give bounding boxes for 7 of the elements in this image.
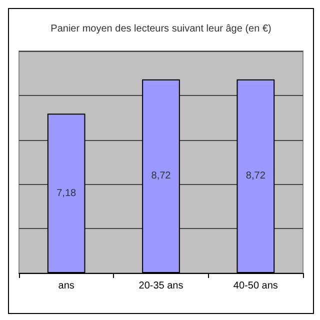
data-label: 8,72: [151, 170, 172, 182]
x-tick-label: ans: [58, 280, 74, 292]
x-tick-label: 20-35 ans: [138, 280, 184, 292]
chart-title: Panier moyen des lecteurs suivant leur âge (en €): [50, 24, 272, 34]
x-tick-label: 40-50 ans: [233, 280, 278, 292]
data-label: 8,72: [246, 170, 266, 182]
data-label: 7,18: [56, 188, 76, 199]
